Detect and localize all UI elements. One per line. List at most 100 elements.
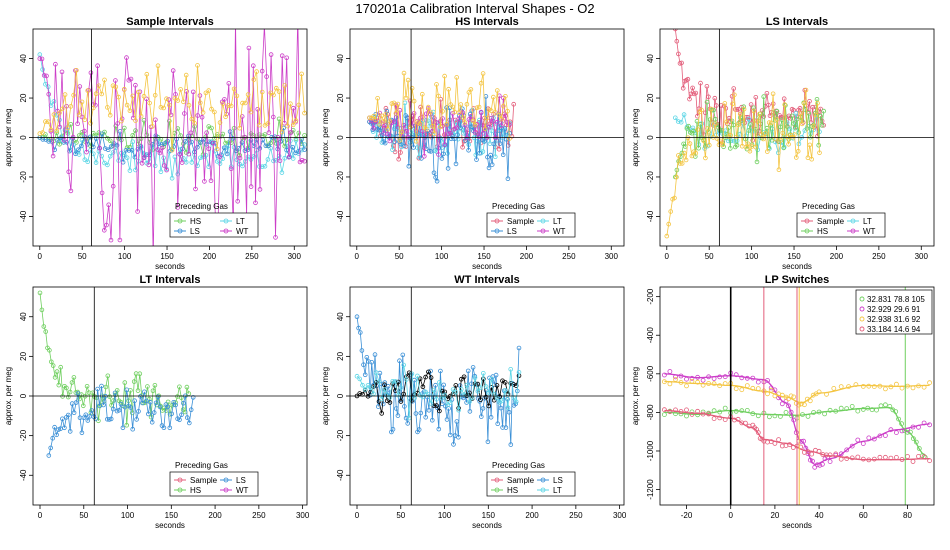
point-wt	[432, 116, 437, 121]
point-ls	[123, 148, 129, 153]
point-ls	[397, 358, 402, 364]
point-lp-3	[735, 416, 741, 422]
point-sample	[214, 146, 220, 152]
point-wt	[135, 209, 140, 214]
point-lp-1	[810, 458, 815, 464]
point-sample	[209, 106, 214, 112]
point-lp-3	[706, 411, 711, 417]
point-other	[434, 403, 439, 408]
y-tick-label: -200	[646, 288, 655, 305]
point-wt	[162, 163, 167, 168]
point-ls	[508, 442, 514, 447]
point-wt	[235, 199, 241, 204]
point-ls	[403, 415, 409, 421]
y-tick-label: -600	[646, 365, 655, 382]
legend-label-wt: WT	[236, 227, 249, 236]
point-ls	[221, 145, 227, 151]
point-lp-1	[788, 409, 794, 415]
point-sample	[302, 110, 307, 116]
point-lp-3	[905, 454, 910, 459]
point-lt	[206, 164, 212, 170]
point-lp-1	[827, 459, 833, 465]
point-lp-3	[883, 454, 888, 460]
point-sample	[706, 94, 711, 100]
legend-label-hs: HS	[507, 486, 518, 495]
point-lp-3	[711, 416, 717, 422]
point-sample	[810, 104, 815, 110]
point-wt	[226, 81, 232, 86]
point-sample	[736, 106, 741, 112]
point-wt	[255, 107, 261, 112]
point-wt	[195, 113, 201, 118]
point-lt	[508, 366, 514, 372]
point-ls	[401, 143, 407, 149]
point-hs	[751, 105, 756, 111]
point-lt	[57, 117, 62, 123]
x-tick-label: 0	[355, 511, 360, 520]
point-hs	[717, 128, 723, 133]
point-sample	[296, 102, 302, 108]
point-sample	[690, 85, 695, 91]
point-ls	[195, 144, 200, 150]
point-other	[393, 111, 399, 116]
point-wt	[97, 145, 103, 151]
legend-label-wt: WT	[553, 227, 566, 236]
point-ls	[188, 407, 194, 413]
point-wt	[385, 131, 391, 137]
point-other	[395, 379, 401, 385]
point-wt	[193, 186, 198, 192]
legend-swatch-point	[177, 487, 183, 493]
point-other	[450, 104, 456, 110]
point-sample	[68, 104, 74, 109]
point-hs	[818, 113, 823, 119]
point-lt	[472, 375, 478, 381]
point-lp-2	[802, 402, 807, 408]
point-lp-0	[805, 413, 811, 419]
point-wt	[503, 113, 508, 119]
point-ls	[368, 120, 374, 126]
point-other	[724, 119, 729, 125]
point-other	[382, 382, 387, 388]
point-wt	[499, 123, 504, 128]
legend-label-lp-3: 33.184 14.6 94	[867, 325, 921, 334]
point-ls	[498, 405, 504, 411]
point-lt	[516, 369, 522, 375]
point-other	[476, 104, 482, 110]
point-sample	[65, 125, 71, 131]
point-lt	[672, 115, 678, 121]
point-lt	[175, 171, 181, 177]
point-hs	[50, 363, 56, 368]
point-lt	[54, 113, 59, 118]
point-wt	[507, 122, 512, 127]
point-sample	[220, 101, 226, 106]
point-lp-1	[662, 372, 667, 378]
point-ls	[505, 396, 510, 402]
point-other	[668, 209, 673, 214]
point-hs	[783, 103, 788, 108]
point-ls	[126, 148, 132, 153]
point-ls	[506, 409, 512, 415]
point-hs	[65, 131, 71, 136]
series-line-other	[369, 73, 510, 142]
point-lt	[513, 399, 519, 405]
point-hs	[679, 150, 685, 156]
point-sample	[696, 106, 702, 111]
x-axis-label-sample: seconds	[155, 262, 185, 271]
point-wt	[284, 55, 290, 61]
point-ls	[362, 372, 368, 378]
point-ls	[357, 330, 363, 335]
point-lt	[354, 373, 360, 379]
x-tick-label: 200	[525, 511, 539, 520]
y-tick-label: 40	[646, 54, 655, 63]
point-lt	[195, 163, 200, 169]
point-sample	[279, 129, 285, 135]
point-wt	[133, 82, 138, 88]
point-hs	[712, 116, 718, 122]
legend-swatch-point	[223, 218, 229, 224]
legend-box	[169, 212, 259, 238]
point-lt	[133, 167, 138, 173]
point-other	[371, 384, 376, 389]
point-ls	[266, 143, 272, 149]
point-wt	[446, 131, 451, 137]
